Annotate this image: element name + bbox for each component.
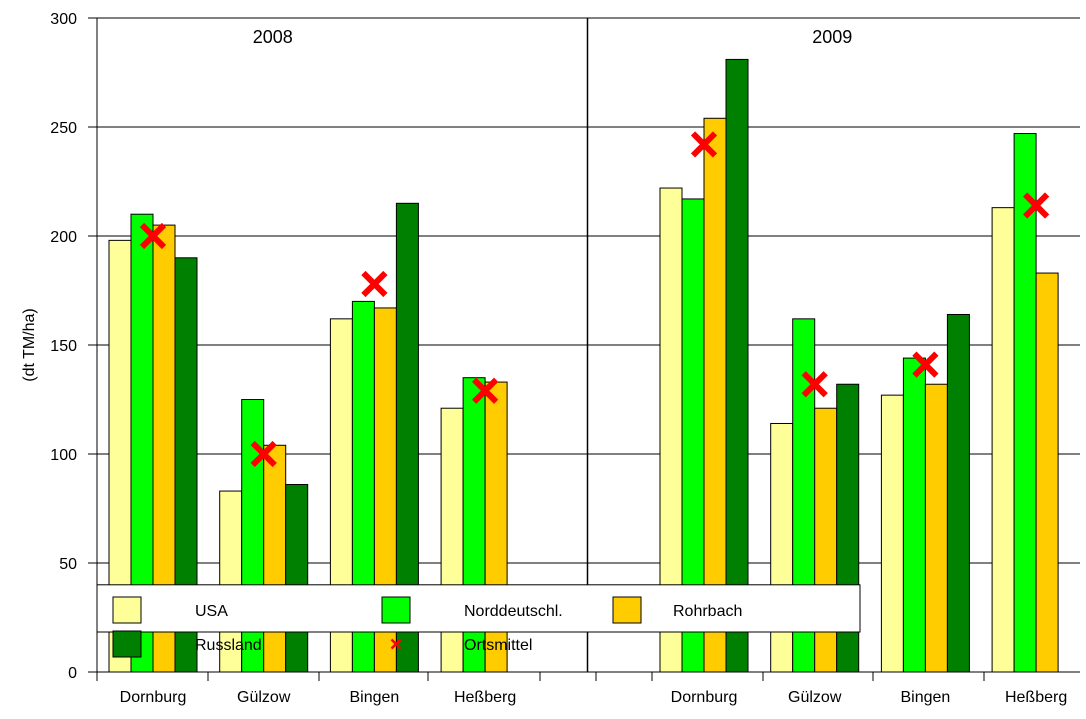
x-tick-label: Gülzow — [788, 689, 842, 706]
x-tick-label: Dornburg — [120, 689, 187, 706]
y-tick-label: 100 — [50, 447, 77, 464]
year-label: 2008 — [253, 27, 293, 47]
y-tick-label: 200 — [50, 229, 77, 246]
ortsmittel-marker — [361, 270, 388, 298]
x-tick-label: Heßberg — [1005, 689, 1067, 706]
y-tick-label: 50 — [59, 556, 77, 573]
y-tick-label: 250 — [50, 120, 77, 137]
y-tick-label: 150 — [50, 338, 77, 355]
x-tick-label: Dornburg — [671, 689, 738, 706]
legend-box — [96, 584, 861, 633]
legend-label: Ortsmittel — [464, 637, 532, 654]
legend-label: Russland — [195, 637, 262, 654]
bar — [946, 313, 970, 673]
legend-swatch — [112, 630, 142, 658]
bar — [770, 422, 794, 673]
bar — [924, 383, 948, 673]
ortsmittel-marker — [690, 131, 718, 158]
bar — [880, 394, 904, 673]
y-axis-label: (dt TM/ha) — [21, 308, 38, 382]
year-label: 2009 — [812, 27, 852, 47]
legend-cross-icon — [390, 638, 402, 650]
legend-swatch — [112, 596, 142, 624]
x-tick-label: Bingen — [349, 689, 399, 706]
y-axis-ticks: 0 50 100 150 200 250 300 — [50, 11, 985, 682]
y-tick-label: 300 — [50, 11, 77, 28]
bar — [285, 484, 309, 673]
y-tick-label: 0 — [68, 665, 77, 682]
ortsmittel-markers — [139, 131, 1050, 468]
legend-swatch — [381, 596, 411, 624]
legend: USA Norddeutschl. Rohrbach Russland Ortsmitt… — [96, 584, 861, 658]
ortsmittel-marker — [250, 440, 277, 468]
bar — [263, 444, 287, 673]
bars — [108, 58, 1059, 673]
legend-label: Rohrbach — [673, 603, 742, 620]
x-tick-label: Gülzow — [237, 689, 291, 706]
bar — [902, 357, 926, 673]
ortsmittel-marker — [139, 222, 167, 250]
ortsmittel-marker — [801, 371, 828, 398]
year-labels: 2008 2009 — [253, 27, 853, 47]
ortsmittel-marker — [1022, 192, 1050, 219]
x-axis-labels: Dornburg Gülzow Bingen Heßberg Dornburg Gülzo… — [120, 689, 1068, 706]
legend-label: USA — [195, 603, 228, 620]
bar — [1035, 272, 1059, 673]
bar — [725, 58, 749, 673]
bar — [991, 207, 1015, 673]
x-tick-label: Heßberg — [454, 689, 516, 706]
ortsmittel-marker — [912, 351, 939, 378]
x-tick-label: Bingen — [900, 689, 950, 706]
legend-label: Norddeutschl. — [464, 603, 563, 620]
ortsmittel-marker — [471, 377, 499, 404]
legend-swatch — [612, 596, 642, 624]
